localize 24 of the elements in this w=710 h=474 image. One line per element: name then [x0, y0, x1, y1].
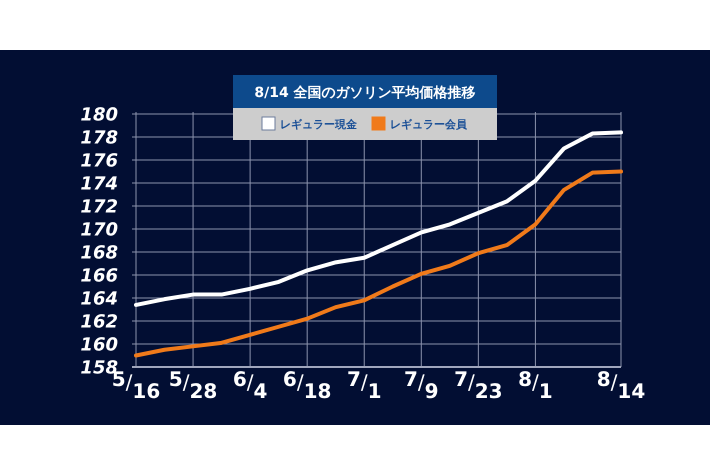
y-tick-label: 170: [80, 219, 118, 240]
y-tick-label: 162: [80, 311, 118, 332]
line-series: [134, 170, 623, 358]
x-tick-label: 7/1: [346, 367, 382, 403]
legend-label: レギュラー現金: [280, 118, 358, 131]
y-tick-label: 176: [80, 150, 118, 172]
x-tick-label: 6/4: [232, 367, 268, 403]
y-tick-label: 166: [80, 265, 118, 286]
x-tick-label: 8/1: [518, 367, 553, 403]
x-tick-label: 5/28: [168, 367, 218, 403]
line-series: [134, 130, 623, 307]
x-tick-label: 8/14: [596, 367, 646, 403]
y-tick-label: 164: [80, 288, 118, 310]
chart-title: 8/14 全国のガソリン平均価格推移: [254, 85, 476, 101]
y-tick-label: 168: [80, 242, 118, 264]
y-tick-label: 180: [80, 104, 118, 126]
y-tick-label: 178: [80, 127, 118, 148]
y-tick-label: 174: [80, 173, 118, 194]
x-tick-label: 7/23: [454, 367, 503, 403]
legend-label: レギュラー会員: [390, 118, 468, 131]
x-tick-label: 6/18: [282, 367, 332, 403]
y-tick-label: 172: [80, 196, 118, 218]
x-tick-label: 7/9: [404, 367, 439, 403]
y-tick-label: 160: [80, 334, 118, 356]
